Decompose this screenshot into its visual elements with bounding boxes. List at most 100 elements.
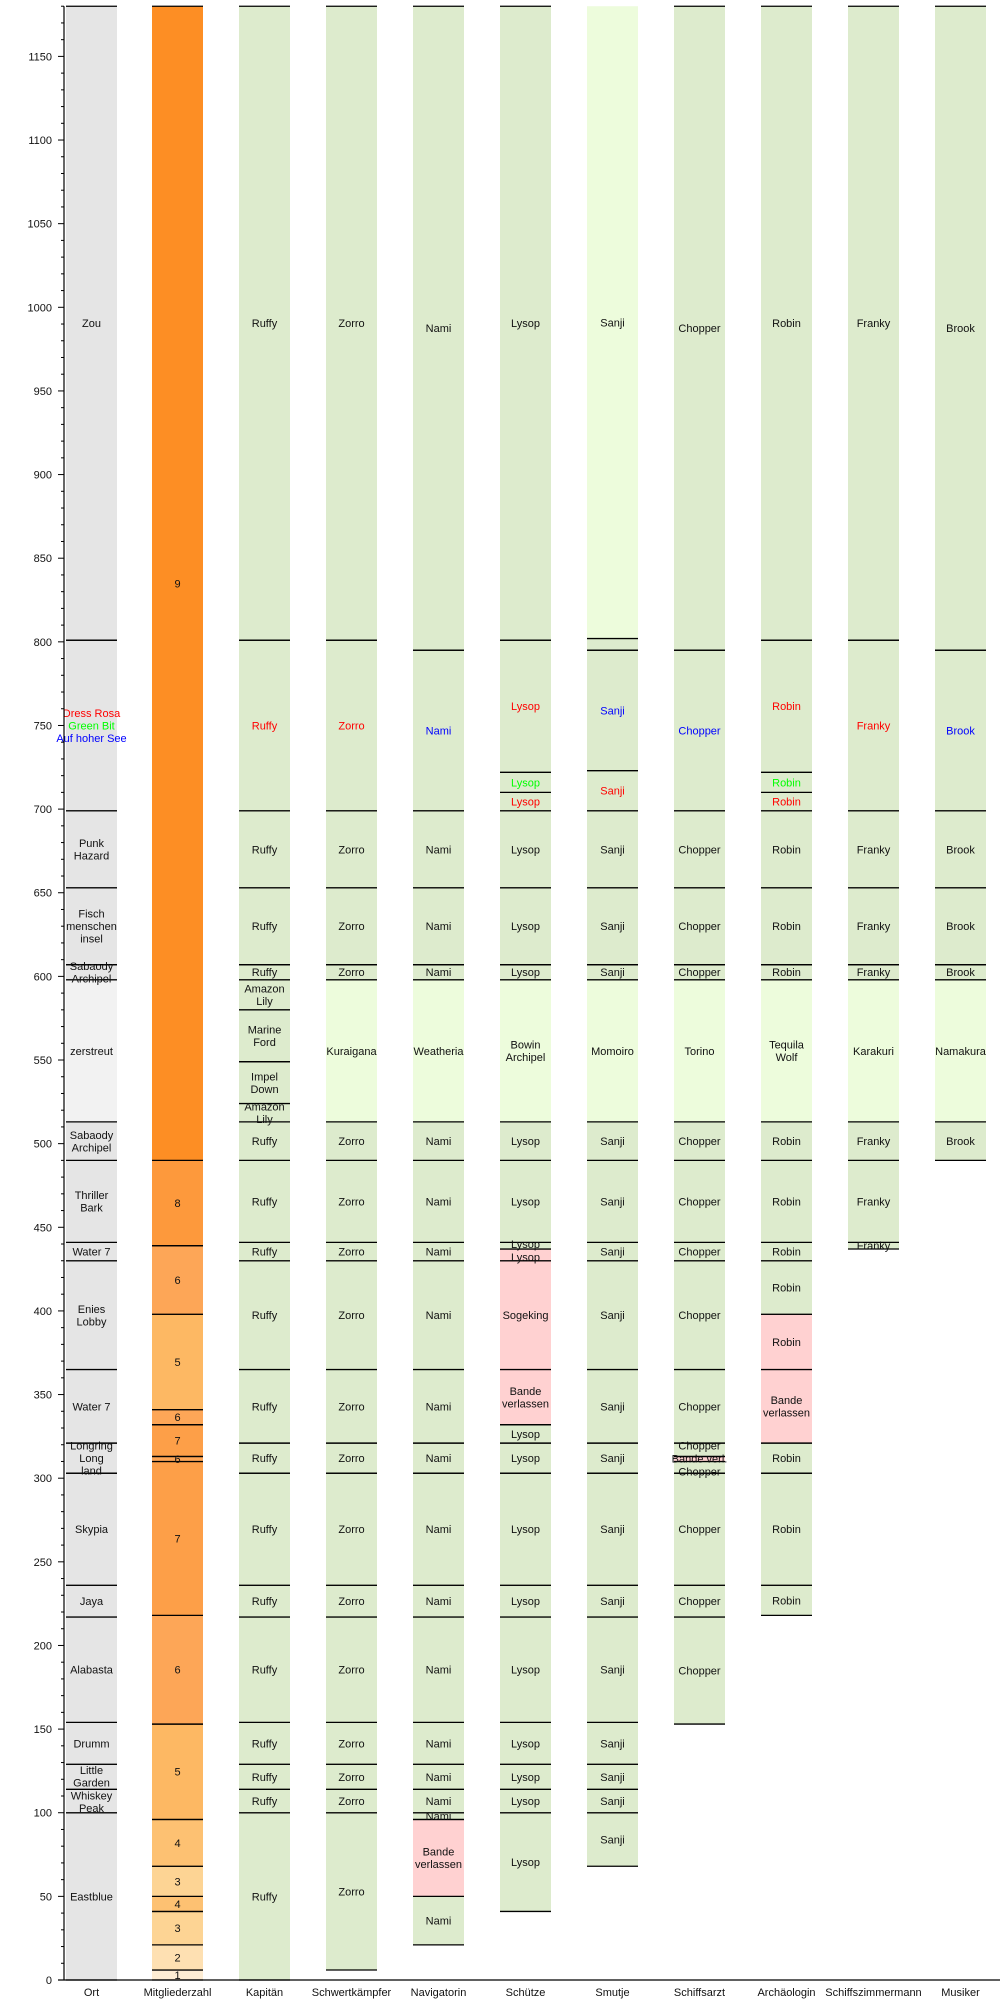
- segment: [239, 1369, 290, 1444]
- segment-label-line: Nami: [426, 1453, 452, 1465]
- segment-label: Impel Down: [250, 1071, 278, 1096]
- segment-label-line: Lysop: [511, 1453, 540, 1465]
- segment-label-line: Sanji: [600, 844, 624, 856]
- segment-label-line: Nami: [426, 1310, 452, 1322]
- segment: [761, 1121, 812, 1161]
- segment-label: Sabaody Archipel: [70, 961, 114, 986]
- segment: [413, 1260, 464, 1370]
- segment-label-line: Robin: [772, 967, 801, 979]
- segment-label: Chopper: [678, 1247, 721, 1259]
- segment-label: Ruffy: [252, 1772, 278, 1784]
- segment-label-line: Sanji: [600, 786, 624, 798]
- segment-label: Ruffy: [252, 1796, 278, 1808]
- segment-label: Franky: [857, 1196, 891, 1208]
- y-tick-label: 1050: [28, 219, 52, 231]
- segment-label: Chopper: [678, 1310, 721, 1322]
- segment-label: Momoiro: [591, 1046, 634, 1058]
- segment: [761, 1585, 812, 1616]
- segment: [326, 1764, 377, 1790]
- segment: [935, 1121, 986, 1161]
- segment: [848, 1160, 899, 1243]
- segment-label-line: Ruffy: [252, 1310, 278, 1322]
- segment-label: Lysop: [511, 921, 540, 933]
- segment-label: Chopper: [678, 1467, 721, 1479]
- segment-label-line: Robin: [772, 1196, 801, 1208]
- segment: [761, 1160, 812, 1243]
- segment-label-line: Zou: [82, 318, 101, 330]
- segment: [761, 1260, 812, 1315]
- segment-label-line: Nami: [426, 725, 452, 737]
- segment: [761, 1473, 812, 1586]
- segment-label-line: 5: [174, 1767, 180, 1779]
- y-tick-label: 200: [34, 1640, 52, 1652]
- y-tick-label: 250: [34, 1557, 52, 1569]
- segment-label: Zorro: [338, 1886, 364, 1898]
- segment: [326, 1121, 377, 1161]
- segment-label: Robin: [772, 1247, 801, 1259]
- segment-label-line: Ford: [253, 1037, 276, 1049]
- segment-label: Robin: [772, 967, 801, 979]
- segment: [66, 1764, 117, 1790]
- segment-label: Franky: [857, 720, 891, 732]
- segment-label-line: Chopper: [678, 967, 721, 979]
- segment-label: Lysop: [511, 1772, 540, 1784]
- segment: [587, 1585, 638, 1618]
- segment: [413, 1722, 464, 1765]
- column-archäologin: [761, 5, 812, 1617]
- y-tick-label: 400: [34, 1306, 52, 1318]
- segment-label: Nami: [426, 967, 452, 979]
- segment-label-line: 4: [174, 1899, 180, 1911]
- segment-label-line: Bande: [510, 1386, 542, 1398]
- segment-label-line: Sanji: [600, 1401, 624, 1413]
- segment: [761, 792, 812, 811]
- segment: [66, 810, 117, 888]
- segment-label: Karakuri: [853, 1046, 894, 1058]
- segment: [413, 1473, 464, 1586]
- segment-label-line: Ruffy: [252, 1891, 278, 1903]
- segment-label: Bowin Archipel: [506, 1040, 546, 1065]
- segment-label-line: Lysop: [511, 1524, 540, 1536]
- segment: [674, 1443, 725, 1457]
- segment: [500, 640, 551, 773]
- segment-label-line: verlassen: [763, 1408, 810, 1420]
- segment: [239, 1443, 290, 1474]
- segment-label-line: insel: [80, 934, 103, 946]
- segment: [674, 6, 725, 651]
- segment: [66, 1369, 117, 1444]
- segment-label-line: Sanji: [600, 1738, 624, 1750]
- segment-label-line: Sanji: [600, 1796, 624, 1808]
- segment: [674, 1461, 725, 1474]
- segment-label: Lysop: [511, 1196, 540, 1208]
- segment: [66, 1160, 117, 1243]
- segment: [587, 638, 638, 651]
- segment: [152, 1911, 203, 1945]
- segment-label-line: Ruffy: [252, 1596, 278, 1608]
- segment-label: Amazon Lily: [244, 1101, 284, 1126]
- segment-label: Lysop: [511, 967, 540, 979]
- segment: [413, 1819, 464, 1897]
- segment-label: Chopper: [678, 725, 721, 737]
- column-kapitän: [239, 5, 290, 1981]
- segment: [500, 1160, 551, 1243]
- segment-label-line: Ruffy: [252, 921, 278, 933]
- segment: [674, 810, 725, 888]
- segment: [587, 887, 638, 965]
- segment-label: 7: [174, 1436, 180, 1448]
- segment-label: Zorro: [338, 967, 364, 979]
- segment-label: Nami: [426, 921, 452, 933]
- segment: [848, 964, 899, 980]
- segment: [239, 1473, 290, 1586]
- segment-label-line: 6: [174, 1454, 180, 1466]
- segment-label: 6: [174, 1665, 180, 1677]
- segment-label-line: Ruffy: [252, 1136, 278, 1148]
- segment: [761, 1369, 812, 1444]
- segment-label: Nami: [426, 725, 452, 737]
- segment-label: Ruffy: [252, 967, 278, 979]
- segment-label: Amazon Lily: [244, 984, 284, 1009]
- segment-label-line: Impel: [251, 1071, 278, 1083]
- segment: [326, 964, 377, 980]
- segment-label: Brook: [946, 725, 975, 737]
- segment-label-line: Sanji: [600, 317, 624, 329]
- segment-label: Nami: [426, 1596, 452, 1608]
- segment-label: Bande verlassen: [415, 1847, 462, 1872]
